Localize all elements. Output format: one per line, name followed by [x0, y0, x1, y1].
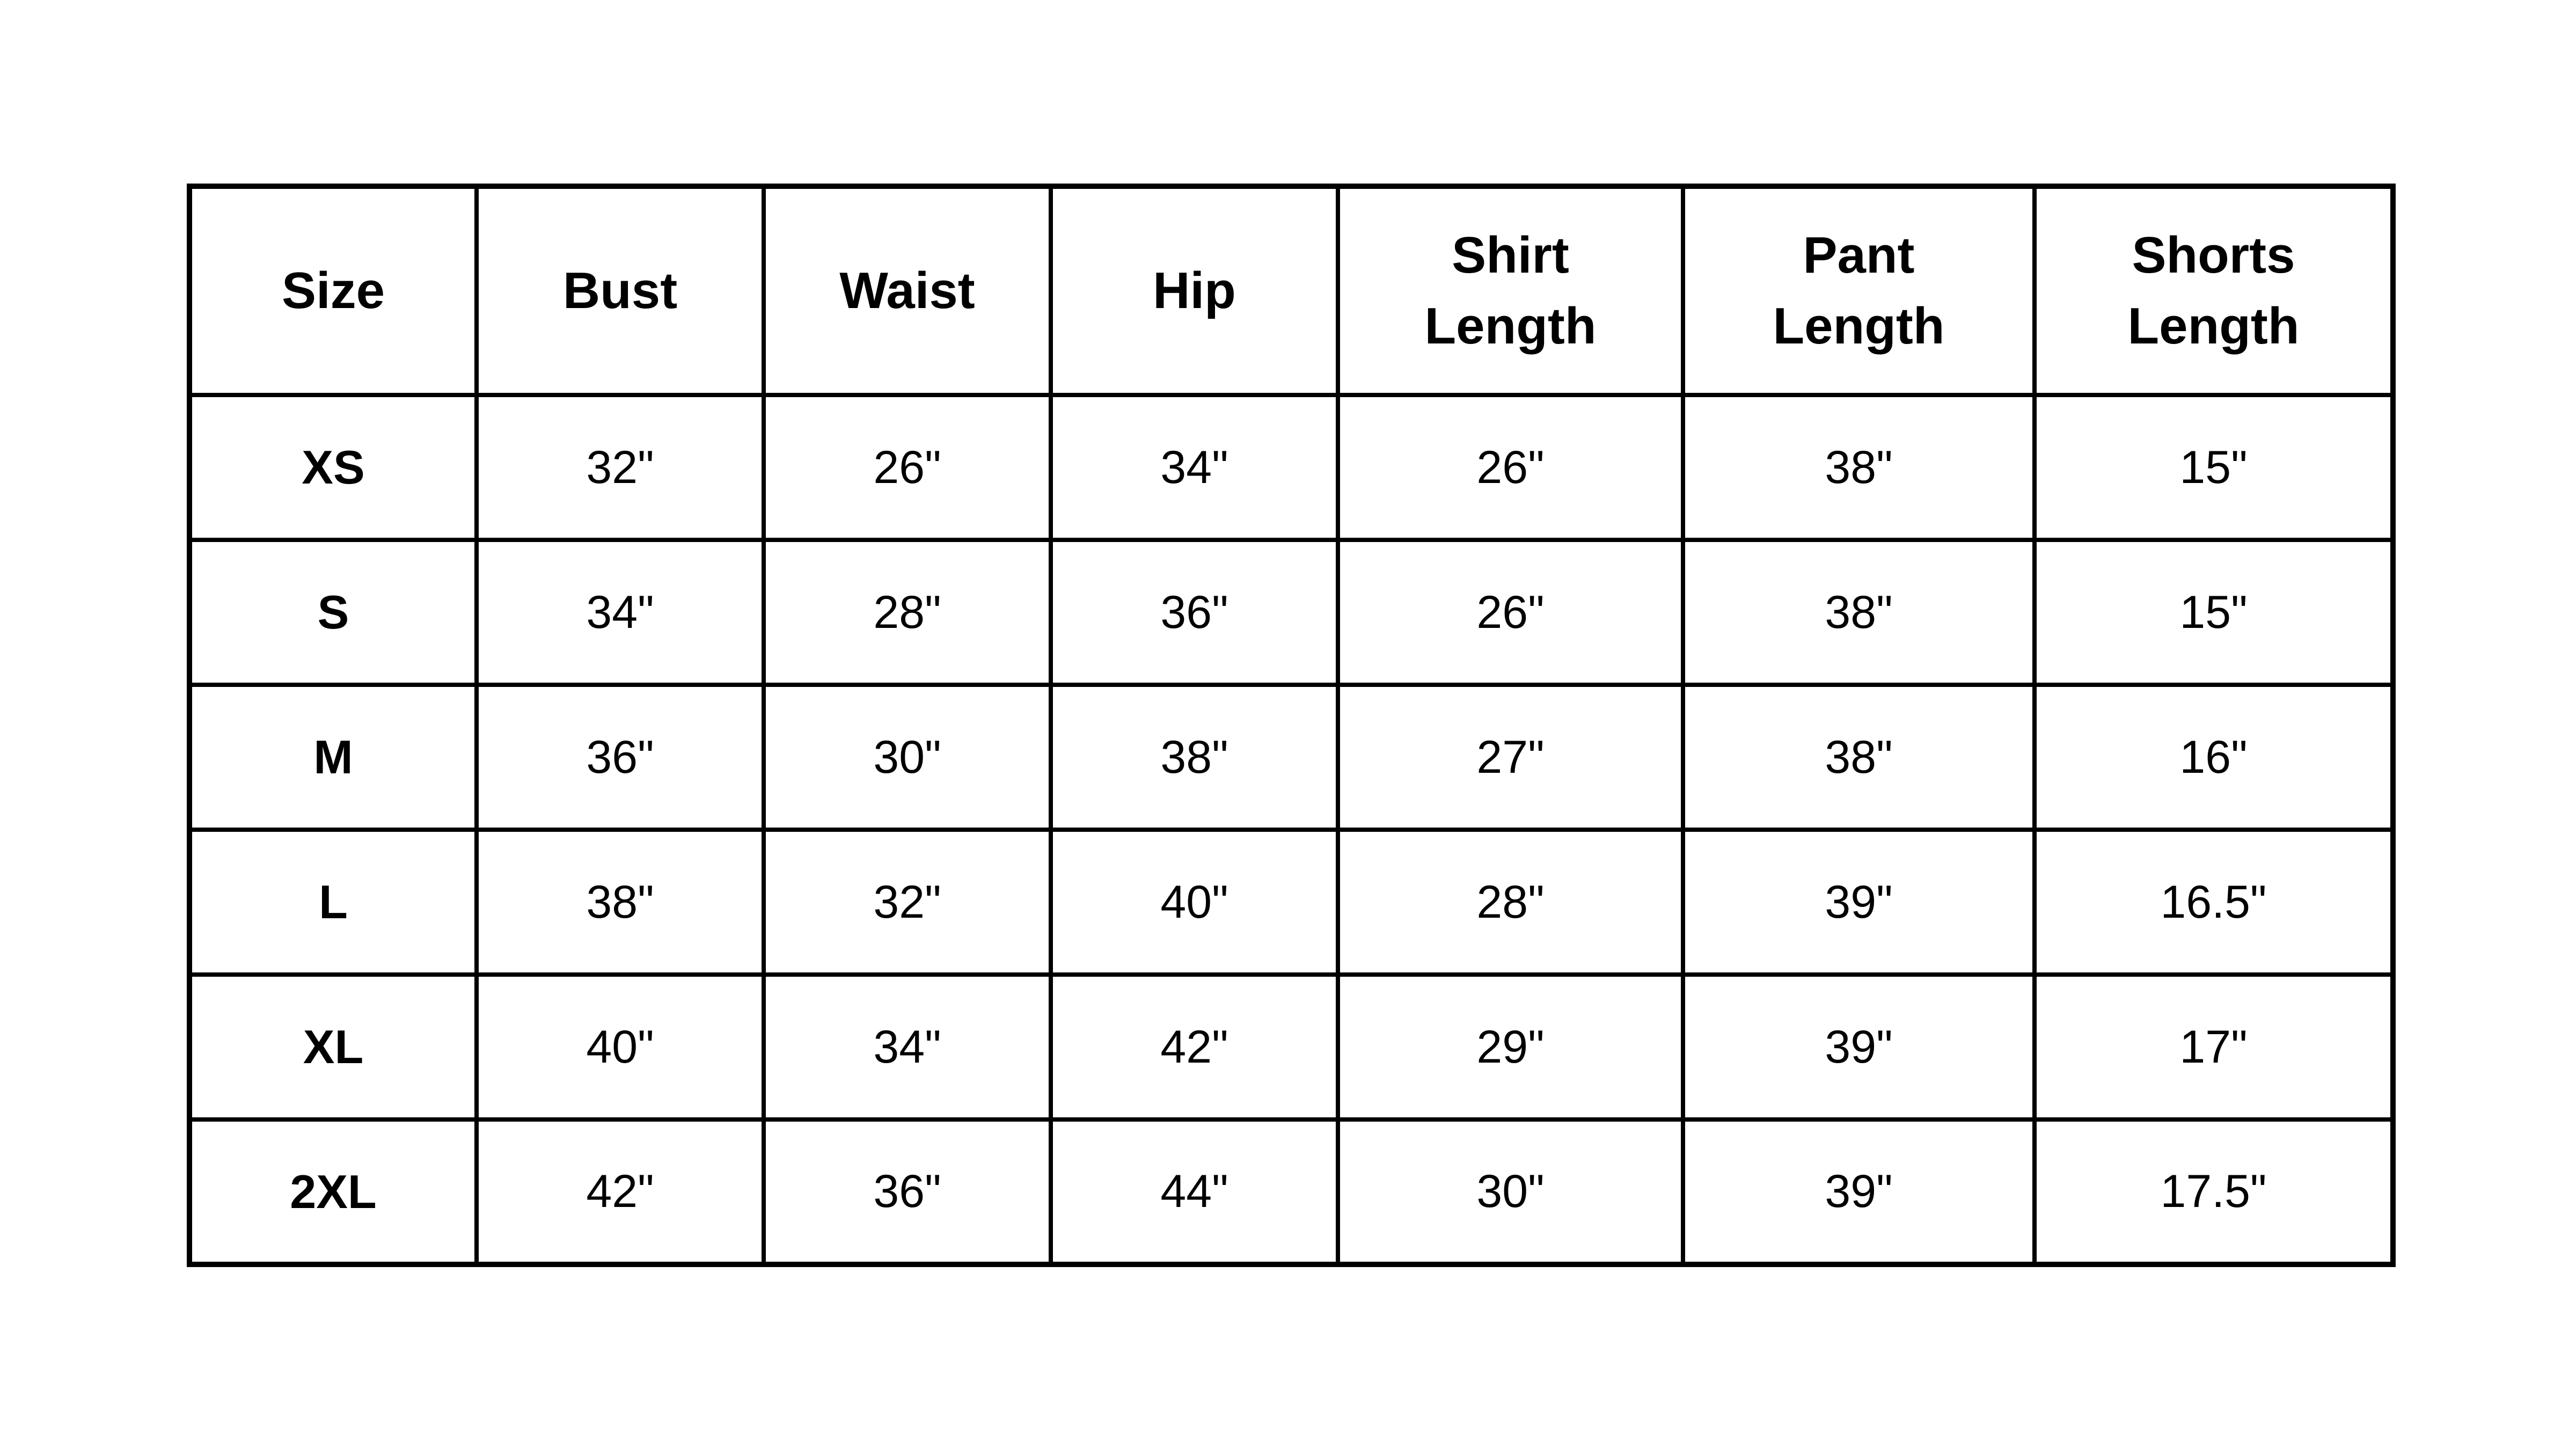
- table-cell-hip: 34": [1049, 393, 1340, 542]
- table-cell-shorts-length: 15": [2032, 538, 2395, 687]
- column-header-pant-length: Pant Length: [1681, 184, 2037, 397]
- header-row: Size Bust Waist Hip Shirt Length Pant Le…: [187, 184, 2395, 397]
- column-header-label: Size: [281, 261, 385, 319]
- table-row-2xl: 2XL 42" 36" 44" 30" 39" 17.5": [187, 1117, 2395, 1267]
- table-cell-shirt-length: 29": [1336, 972, 1685, 1122]
- table-cell-pant-length: 38": [1681, 393, 2037, 542]
- table-row-xl: XL 40" 34" 42" 29" 39" 17": [187, 972, 2395, 1122]
- table-cell-bust: 40": [474, 972, 766, 1122]
- table-cell-shorts-length: 17": [2032, 972, 2395, 1122]
- column-header-size: Size: [187, 184, 479, 397]
- row-header-size: M: [187, 683, 479, 832]
- column-header-hip: Hip: [1049, 184, 1340, 397]
- table-row-m: M 36" 30" 38" 27" 38" 16": [187, 683, 2395, 832]
- table-cell-shirt-length: 27": [1336, 683, 1685, 832]
- column-header-shirt-length: Shirt Length: [1336, 184, 1685, 397]
- column-header-label: Shorts Length: [2127, 226, 2300, 355]
- table-cell-shirt-length: 30": [1336, 1117, 1685, 1267]
- row-header-size: 2XL: [187, 1117, 479, 1267]
- table-cell-pant-length: 39": [1681, 972, 2037, 1122]
- table-cell-pant-length: 38": [1681, 538, 2037, 687]
- table-cell-hip: 36": [1049, 538, 1340, 687]
- table-cell-shirt-length: 26": [1336, 538, 1685, 687]
- column-header-label: Hip: [1153, 261, 1236, 319]
- table-cell-bust: 42": [474, 1117, 766, 1267]
- table-cell-bust: 34": [474, 538, 766, 687]
- table-cell-shorts-length: 15": [2032, 393, 2395, 542]
- table-cell-shorts-length: 16": [2032, 683, 2395, 832]
- table-cell-waist: 36": [762, 1117, 1053, 1267]
- table-row-l: L 38" 32" 40" 28" 39" 16.5": [187, 828, 2395, 977]
- table-cell-hip: 38": [1049, 683, 1340, 832]
- table-cell-hip: 42": [1049, 972, 1340, 1122]
- table-cell-shirt-length: 26": [1336, 393, 1685, 542]
- column-header-shorts-length: Shorts Length: [2032, 184, 2395, 397]
- column-header-bust: Bust: [474, 184, 766, 397]
- table-cell-waist: 34": [762, 972, 1053, 1122]
- column-header-label: Waist: [839, 261, 975, 319]
- table-cell-waist: 26": [762, 393, 1053, 542]
- table-cell-bust: 38": [474, 828, 766, 977]
- column-header-label: Bust: [562, 261, 678, 319]
- table-row-xs: XS 32" 26" 34" 26" 38" 15": [187, 393, 2395, 542]
- row-header-size: L: [187, 828, 479, 977]
- table-cell-bust: 36": [474, 683, 766, 832]
- column-header-label: Pant Length: [1773, 226, 1945, 355]
- table-cell-waist: 32": [762, 828, 1053, 977]
- table-cell-waist: 30": [762, 683, 1053, 832]
- table-cell-pant-length: 38": [1681, 683, 2037, 832]
- size-chart-table: Size Bust Waist Hip Shirt Length Pant Le…: [187, 184, 2396, 1267]
- row-header-size: S: [187, 538, 479, 687]
- table-cell-bust: 32": [474, 393, 766, 542]
- table-cell-hip: 44": [1049, 1117, 1340, 1267]
- table-cell-shirt-length: 28": [1336, 828, 1685, 977]
- column-header-waist: Waist: [762, 184, 1053, 397]
- row-header-size: XL: [187, 972, 479, 1122]
- table-cell-shorts-length: 16.5": [2032, 828, 2395, 977]
- table-cell-waist: 28": [762, 538, 1053, 687]
- row-header-size: XS: [187, 393, 479, 542]
- table-row-s: S 34" 28" 36" 26" 38" 15": [187, 538, 2395, 687]
- table-cell-shorts-length: 17.5": [2032, 1117, 2395, 1267]
- table-cell-pant-length: 39": [1681, 1117, 2037, 1267]
- table-cell-pant-length: 39": [1681, 828, 2037, 977]
- column-header-label: Shirt Length: [1424, 226, 1597, 355]
- table-cell-hip: 40": [1049, 828, 1340, 977]
